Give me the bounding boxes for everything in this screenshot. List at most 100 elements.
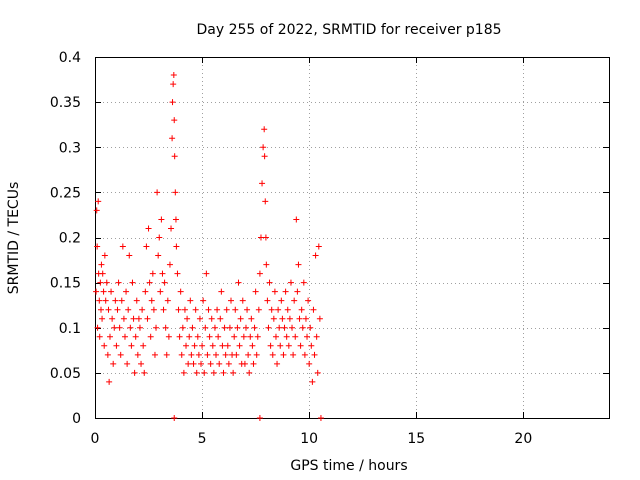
data-point <box>98 261 105 268</box>
y-tick-label: 0.3 <box>59 140 81 156</box>
y-tick-label: 0 <box>72 411 81 427</box>
data-point <box>316 315 323 322</box>
data-point <box>232 306 239 313</box>
data-point <box>95 198 102 205</box>
data-point <box>216 360 223 367</box>
data-point <box>174 270 181 277</box>
data-point <box>105 306 112 313</box>
data-point <box>224 342 231 349</box>
data-point <box>173 243 180 250</box>
data-point <box>206 333 213 340</box>
data-point <box>317 415 324 421</box>
data-point <box>210 369 217 376</box>
x-tick-label: 15 <box>407 431 425 447</box>
data-point <box>109 315 116 322</box>
y-tick-label: 0.35 <box>50 95 81 111</box>
grid <box>95 57 609 418</box>
data-point <box>166 261 173 268</box>
data-point <box>261 126 268 133</box>
data-point <box>128 342 135 349</box>
data-point <box>190 360 197 367</box>
data-point <box>133 297 140 304</box>
data-point <box>157 288 164 295</box>
data-point <box>235 279 242 286</box>
data-point <box>220 369 227 376</box>
data-point <box>171 415 178 421</box>
data-point <box>112 297 119 304</box>
data-point <box>111 324 118 331</box>
data-point <box>100 288 107 295</box>
data-point <box>246 369 253 376</box>
data-point <box>123 288 130 295</box>
data-point <box>168 225 175 232</box>
data-point <box>181 306 188 313</box>
data-point <box>296 315 303 322</box>
data-point <box>102 297 109 304</box>
data-point <box>289 324 296 331</box>
data-point <box>290 351 297 358</box>
data-point <box>245 351 252 358</box>
data-point <box>186 333 193 340</box>
data-point <box>159 270 166 277</box>
data-point <box>110 360 117 367</box>
data-point <box>271 288 278 295</box>
data-point <box>247 333 254 340</box>
data-point <box>249 342 256 349</box>
data-point <box>175 306 182 313</box>
data-point <box>115 279 122 286</box>
data-point <box>143 243 150 250</box>
data-point <box>310 306 317 313</box>
data-point <box>305 297 312 304</box>
x-axis-label: GPS time / hours <box>290 458 407 474</box>
data-point <box>119 243 126 250</box>
data-point <box>309 378 316 385</box>
data-point <box>161 279 168 286</box>
data-point <box>131 369 138 376</box>
data-point <box>214 306 221 313</box>
data-point <box>180 369 187 376</box>
data-point <box>169 135 176 142</box>
data-point <box>129 279 136 286</box>
data-point <box>213 351 220 358</box>
data-point <box>292 333 299 340</box>
data-point <box>284 306 291 313</box>
data-point <box>311 351 318 358</box>
data-point <box>94 243 101 250</box>
data-point <box>266 279 273 286</box>
data-point <box>169 99 176 106</box>
data-point <box>307 324 314 331</box>
data-point <box>118 297 125 304</box>
data-point <box>134 351 141 358</box>
data-point <box>104 351 111 358</box>
data-point <box>198 360 205 367</box>
data-point <box>179 324 186 331</box>
data-point <box>106 378 113 385</box>
y-tick-label: 0.05 <box>50 366 81 382</box>
data-point <box>281 324 288 331</box>
data-point <box>151 351 158 358</box>
data-point <box>172 189 179 196</box>
data-point <box>170 72 177 79</box>
data-point <box>251 324 258 331</box>
data-point <box>202 324 209 331</box>
data-point <box>262 234 269 241</box>
data-point <box>170 81 177 88</box>
data-point <box>189 324 196 331</box>
data-point <box>314 369 321 376</box>
data-point <box>99 270 106 277</box>
data-point <box>187 297 194 304</box>
data-point <box>171 117 178 124</box>
data-point <box>114 306 121 313</box>
data-point <box>149 270 156 277</box>
data-point <box>183 342 190 349</box>
data-point <box>160 306 167 313</box>
data-point <box>211 324 218 331</box>
data-point <box>267 342 274 349</box>
data-point <box>96 297 103 304</box>
data-point <box>239 297 246 304</box>
data-point <box>280 351 287 358</box>
data-point <box>101 252 108 259</box>
data-point <box>294 288 301 295</box>
data-point <box>225 360 232 367</box>
